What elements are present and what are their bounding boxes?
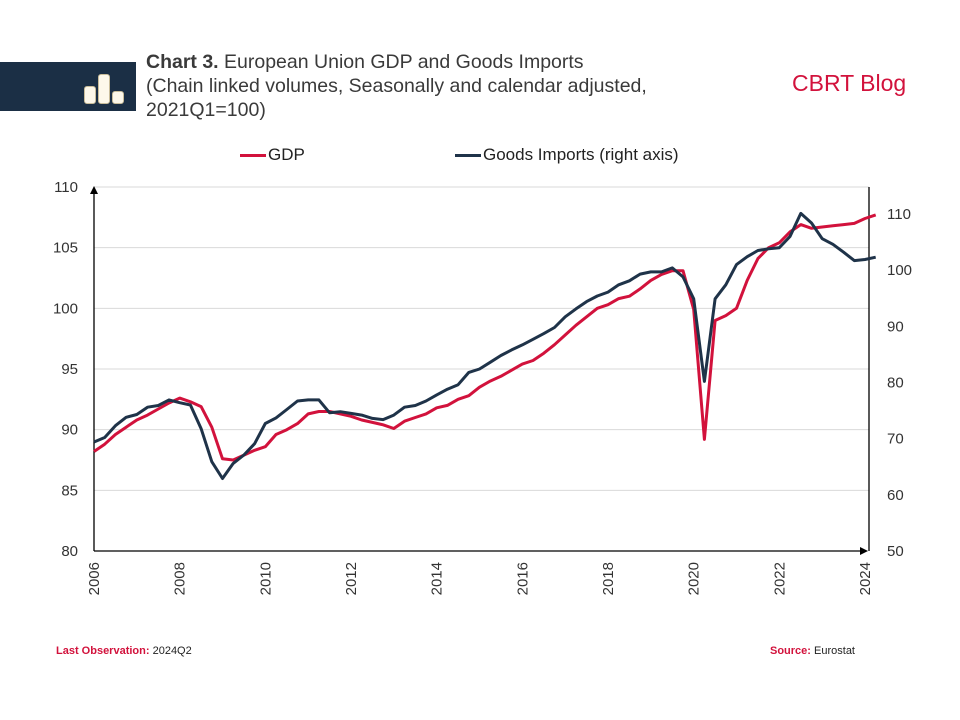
legend-label-imports: Goods Imports (right axis) [483, 145, 679, 164]
series-lines [93, 211, 877, 480]
right-tick-label: 50 [887, 543, 904, 560]
x-tick-label: 2018 [600, 562, 617, 595]
legend-item-imports: Goods Imports (right axis) [455, 145, 679, 165]
last-observation-value: 2024Q2 [149, 645, 192, 657]
left-axis-ticks: 80 85 90 95 100 105 110 [53, 179, 78, 560]
source-note: Source: Eurostat [770, 645, 855, 657]
x-axis-ticks: 2006 2008 2010 2012 2014 2016 2018 2020 2022 2024 [86, 562, 874, 595]
left-tick-label: 110 [54, 179, 78, 196]
right-tick-label: 90 [887, 318, 904, 335]
chart-title: Chart 3. European Union GDP and Goods Im… [146, 50, 746, 122]
right-tick-label: 80 [887, 375, 904, 392]
x-tick-label: 2010 [257, 562, 274, 595]
x-tick-label: 2012 [343, 562, 360, 595]
right-tick-label: 110 [887, 206, 911, 223]
gridlines [94, 186, 869, 491]
source-value: Eurostat [810, 645, 855, 657]
left-tick-label: 105 [53, 240, 78, 257]
last-observation-label: Last Observation: [56, 645, 150, 657]
bar-chart-icon [84, 74, 128, 104]
chart-title-text: European Union GDP and Goods Imports [218, 51, 584, 73]
series-line-imports [93, 211, 877, 480]
left-tick-label: 80 [61, 543, 78, 560]
legend-swatch-imports [455, 153, 481, 157]
legend-label-gdp: GDP [268, 145, 305, 164]
brand-label[interactable]: CBRT Blog [792, 70, 907, 96]
left-tick-label: 100 [53, 300, 78, 317]
x-tick-label: 2016 [514, 562, 531, 595]
x-tick-label: 2022 [771, 562, 788, 595]
right-tick-label: 100 [887, 262, 912, 279]
x-tick-label: 2024 [857, 562, 874, 595]
series-line-gdp [93, 213, 877, 462]
legend-swatch-gdp [240, 153, 266, 157]
axes [90, 186, 870, 555]
legend-item-gdp: GDP [240, 145, 305, 165]
right-axis-ticks: 50 60 70 80 90 100 110 [887, 206, 912, 560]
left-tick-label: 85 [61, 482, 78, 499]
left-tick-label: 95 [61, 361, 78, 378]
x-tick-label: 2006 [86, 562, 103, 595]
last-observation: Last Observation: 2024Q2 [56, 645, 192, 657]
chart-subtitle: (Chain linked volumes, Seasonally and ca… [146, 75, 647, 121]
chart-title-bold: Chart 3. [146, 51, 219, 73]
x-axis-arrow-icon [860, 547, 868, 555]
source-label: Source: [770, 645, 811, 657]
x-tick-label: 2008 [172, 562, 189, 595]
right-tick-label: 70 [887, 431, 904, 448]
x-tick-label: 2020 [686, 562, 703, 595]
left-axis-arrow-icon [90, 186, 98, 194]
x-tick-label: 2014 [429, 562, 446, 595]
left-tick-label: 90 [61, 422, 78, 439]
right-tick-label: 60 [887, 487, 904, 504]
